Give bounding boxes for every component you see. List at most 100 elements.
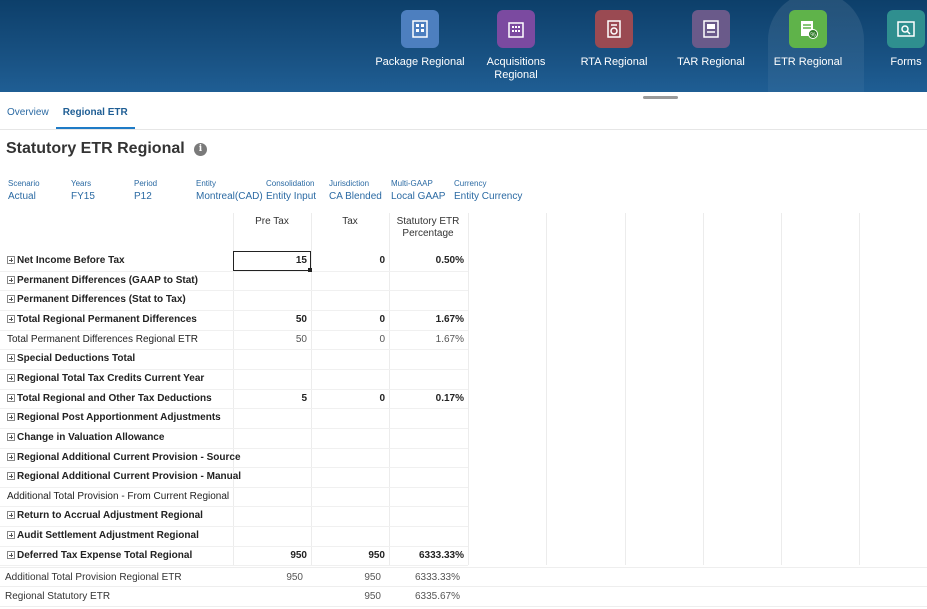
pov-entity[interactable]: Entity Montreal(CAD) [196, 179, 263, 202]
cell-etr[interactable]: 1.67% [435, 313, 464, 325]
row-label[interactable]: Total Regional Permanent Differences [7, 314, 197, 325]
cell-tax[interactable]: 0 [379, 255, 385, 266]
expand-icon[interactable] [7, 393, 15, 402]
tab-regional-etr[interactable]: Regional ETR [55, 103, 135, 129]
row-label[interactable]: Total Regional and Other Tax Deductions [7, 393, 212, 404]
grid-column-line [859, 213, 860, 566]
cell-pretax[interactable]: 15 [295, 255, 307, 266]
expand-icon[interactable] [7, 295, 15, 304]
grid-row-line [0, 290, 468, 292]
pov-label: Years [71, 179, 92, 188]
expand-icon[interactable] [7, 511, 15, 520]
pov-value[interactable]: CA Blended [329, 191, 382, 202]
col-header-etr: Statutory ETR Percentage [396, 216, 460, 239]
expand-icon[interactable] [7, 314, 15, 323]
cell-tax[interactable]: 0 [379, 313, 385, 325]
row-label[interactable]: Regional Post Apportionment Adjustments [7, 412, 221, 423]
nav-forms[interactable]: Forms [858, 10, 927, 69]
row-label[interactable]: Net Income Before Tax [7, 255, 125, 266]
grid-row-line [0, 467, 468, 469]
cell-etr[interactable]: 0.17% [435, 392, 464, 404]
row-label-text: Permanent Differences (GAAP to Stat) [17, 274, 198, 286]
expand-icon[interactable] [7, 531, 15, 540]
cell-etr[interactable]: 6333.33% [418, 549, 464, 561]
fill-handle[interactable] [308, 268, 312, 272]
expand-icon[interactable] [7, 275, 15, 284]
row-label[interactable]: Permanent Differences (Stat to Tax) [7, 294, 186, 305]
pov-value[interactable]: Local GAAP [391, 191, 446, 202]
cell-pretax[interactable]: 50 [295, 313, 307, 325]
row-label-text: Total Permanent Differences Regional ETR [7, 333, 199, 345]
tab-bar: Overview Regional ETR [0, 103, 135, 129]
nav-label: RTA Regional [580, 56, 648, 68]
cell-etr[interactable]: 0.50% [435, 255, 464, 266]
pov-value[interactable]: Actual [8, 191, 36, 202]
footer-row: Additional Total Provision Regional ETR 9… [0, 568, 927, 588]
cell-pretax[interactable]: 5 [301, 392, 307, 404]
pov-value[interactable]: Entity Input [266, 191, 317, 202]
nav-label: Acquisitions Regional [486, 56, 546, 81]
pov-value[interactable]: Entity Currency [454, 191, 523, 202]
row-label[interactable]: Permanent Differences (GAAP to Stat) [7, 275, 198, 286]
grid-row-line [0, 408, 468, 410]
expand-icon[interactable] [7, 452, 15, 461]
nav-package-regional[interactable]: Package Regional [372, 10, 468, 69]
row-label-text: Audit Settlement Adjustment Regional [17, 530, 199, 542]
cell-etr[interactable]: 1.67% [435, 333, 464, 345]
row-label[interactable]: Change in Valuation Allowance [7, 432, 164, 443]
cell-tax[interactable]: 0 [379, 392, 385, 404]
cell-tax[interactable]: 0 [379, 333, 385, 345]
pov-consolidation[interactable]: Consolidation Entity Input [266, 179, 316, 202]
tab-divider [0, 129, 927, 130]
expand-icon[interactable] [7, 413, 15, 422]
pov-multi-gaap[interactable]: Multi-GAAP Local GAAP [391, 179, 445, 202]
table-row: Total Regional Permanent Differences 50 0 1… [0, 310, 468, 330]
row-label-text: Total Regional and Other Tax Deductions [17, 392, 212, 404]
pov-label: Consolidation [266, 179, 315, 188]
row-label[interactable]: Regional Additional Current Provision - … [7, 452, 241, 463]
row-label[interactable]: Special Deductions Total [7, 353, 135, 364]
pov-period[interactable]: Period P12 [134, 179, 157, 202]
cell-pretax[interactable]: 950 [290, 549, 307, 561]
info-icon[interactable]: i [194, 143, 207, 156]
pov-currency[interactable]: Currency Entity Currency [454, 179, 522, 202]
row-label-text: Net Income Before Tax [17, 255, 125, 266]
expand-icon[interactable] [7, 354, 15, 363]
pov-value[interactable]: Montreal(CAD) [196, 191, 263, 202]
row-label-text: Regional Total Tax Credits Current Year [17, 372, 205, 384]
expand-icon[interactable] [7, 472, 15, 481]
nav-rta-regional[interactable]: RTA Regional [566, 10, 662, 69]
pov-value[interactable]: FY15 [71, 191, 95, 202]
nav-acquisitions-regional[interactable]: Acquisitions Regional [468, 10, 564, 82]
nav-tar-regional[interactable]: TAR Regional [663, 10, 759, 69]
row-label[interactable]: Regional Total Tax Credits Current Year [7, 373, 204, 384]
row-label-text: Deferred Tax Expense Total Regional [17, 549, 193, 561]
expand-icon[interactable] [7, 432, 15, 441]
row-label[interactable]: Audit Settlement Adjustment Regional [7, 530, 199, 541]
row-label[interactable]: Return to Accrual Adjustment Regional [7, 510, 203, 521]
grid-row-line [0, 565, 468, 567]
pov-label: Entity [196, 179, 217, 188]
expand-icon[interactable] [7, 373, 15, 382]
grid-row-line [0, 545, 468, 547]
tar-icon [692, 10, 730, 48]
table-row: Permanent Differences (Stat to Tax) [0, 290, 468, 310]
expand-icon[interactable] [7, 256, 15, 264]
row-label[interactable]: Deferred Tax Expense Total Regional [7, 550, 192, 561]
expand-icon[interactable] [7, 550, 15, 559]
table-row: Return to Accrual Adjustment Regional [0, 506, 468, 526]
grid-row-line [0, 506, 468, 508]
pov-jurisdiction[interactable]: Jurisdiction CA Blended [329, 179, 382, 202]
row-label[interactable]: Regional Additional Current Provision - … [7, 471, 241, 482]
scroll-handle[interactable] [643, 96, 678, 99]
nav-etr-regional[interactable]: % ETR Regional [760, 10, 856, 69]
pov-scenario[interactable]: Scenario Actual [8, 179, 40, 202]
tab-overview[interactable]: Overview [7, 107, 49, 118]
cell-tax[interactable]: 950 [368, 549, 385, 561]
selected-cell[interactable] [233, 251, 311, 271]
cell-pretax[interactable]: 50 [295, 333, 307, 345]
footer-row-line [0, 586, 927, 587]
pov-value[interactable]: P12 [134, 191, 152, 202]
pov-years[interactable]: Years FY15 [71, 179, 95, 202]
footer-row-line [0, 606, 927, 607]
